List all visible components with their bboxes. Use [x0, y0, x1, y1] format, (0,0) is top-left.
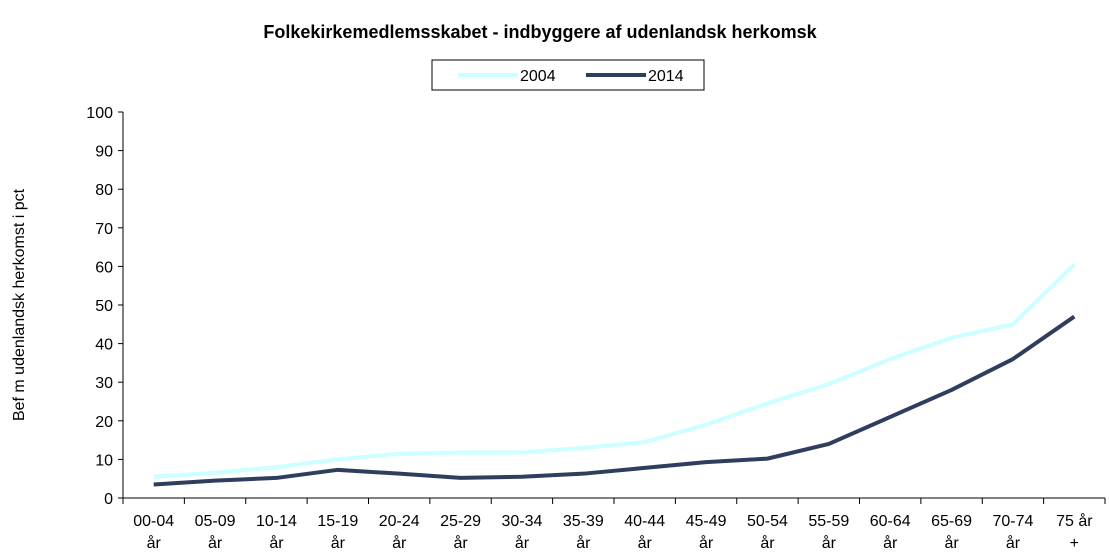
legend-label: 2014 — [648, 68, 684, 85]
line-series — [153, 314, 1076, 487]
x-tick-label: 20-24 år — [379, 513, 420, 552]
x-tick-label: 10-14 år — [256, 513, 297, 552]
x-tick-label: 25-29 år — [440, 513, 481, 552]
y-tick-label: 40 — [95, 337, 113, 354]
y-tick-label: 10 — [95, 452, 113, 469]
y-tick-label: 90 — [95, 144, 113, 161]
x-tick-label: 45-49 år — [686, 513, 727, 552]
y-tick-label: 80 — [95, 182, 113, 199]
x-tick-label: 50-54 år — [747, 513, 788, 552]
x-tick-label: 65-69 år — [931, 513, 972, 552]
chart-title: Folkekirkemedlemsskabet - indbyggere af … — [263, 22, 817, 42]
x-tick-label: 60-64 år — [870, 513, 911, 552]
x-tick-label: 05-09 år — [195, 513, 236, 552]
x-tick-label: 55-59 år — [808, 513, 849, 552]
legend-label: 2004 — [520, 68, 556, 85]
x-tick-label: 75 år + — [1056, 512, 1093, 552]
x-tick-label: 40-44 år — [624, 513, 665, 552]
y-tick-label: 0 — [104, 491, 113, 508]
x-tick-label: 30-34 år — [501, 513, 542, 552]
x-tick-label: 70-74 år — [992, 513, 1033, 552]
y-tick-label: 60 — [95, 259, 113, 276]
y-tick-label: 100 — [86, 105, 113, 122]
x-tick-label: 35-39 år — [563, 513, 604, 552]
y-tick-label: 50 — [95, 298, 113, 315]
y-tick-label: 70 — [95, 221, 113, 238]
line-series — [153, 263, 1076, 479]
x-tick-label: 00-04 år — [133, 513, 174, 552]
y-axis-label: Bef m udenlandsk herkomst i pct — [11, 188, 28, 421]
y-tick-label: 30 — [95, 375, 113, 392]
y-tick-label: 20 — [95, 414, 113, 431]
x-tick-label: 15-19 år — [317, 513, 358, 552]
